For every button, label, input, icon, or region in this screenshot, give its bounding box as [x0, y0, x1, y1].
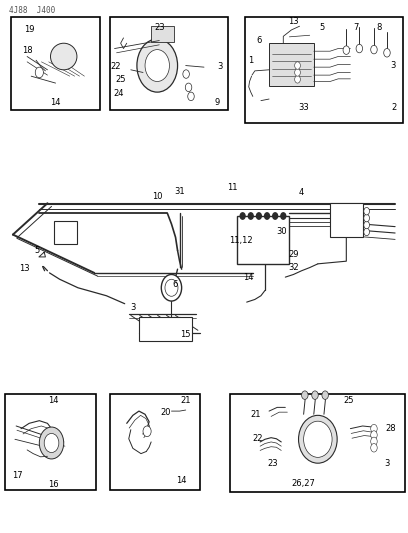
Circle shape [295, 76, 300, 83]
Text: 22: 22 [111, 62, 121, 70]
Text: 14: 14 [50, 98, 61, 107]
Text: 33: 33 [298, 102, 309, 111]
Bar [269, 43, 314, 86]
Text: 3: 3 [217, 62, 223, 70]
Bar [11, 17, 100, 110]
Bar [5, 394, 96, 490]
Ellipse shape [299, 415, 337, 463]
Circle shape [281, 213, 286, 219]
Circle shape [165, 279, 178, 296]
Circle shape [384, 49, 390, 57]
Text: 1: 1 [248, 56, 253, 64]
Circle shape [364, 207, 370, 215]
Bar [139, 317, 192, 341]
Text: 7: 7 [354, 23, 359, 32]
Circle shape [44, 433, 59, 453]
Circle shape [143, 426, 151, 437]
Text: 3: 3 [130, 303, 135, 312]
Text: 25: 25 [343, 396, 354, 405]
Text: 17: 17 [12, 471, 22, 480]
Text: 16: 16 [48, 480, 59, 489]
Circle shape [295, 62, 300, 69]
Text: 5: 5 [35, 246, 40, 255]
Text: 20: 20 [160, 408, 171, 417]
Bar [111, 394, 200, 490]
Text: 23: 23 [267, 459, 277, 467]
Text: 13: 13 [288, 18, 299, 27]
Text: 5: 5 [319, 23, 324, 32]
Circle shape [371, 443, 377, 452]
Text: 6: 6 [173, 279, 178, 288]
Text: 10: 10 [152, 192, 162, 201]
Text: 26,27: 26,27 [292, 479, 315, 488]
Text: 11,12: 11,12 [229, 237, 253, 246]
Circle shape [295, 69, 300, 76]
Circle shape [183, 70, 189, 78]
Circle shape [371, 437, 377, 446]
Circle shape [371, 45, 377, 54]
Bar [330, 203, 363, 237]
Text: 15: 15 [180, 329, 191, 338]
Text: 3: 3 [390, 61, 396, 70]
Circle shape [302, 391, 308, 399]
Circle shape [240, 213, 245, 219]
Circle shape [39, 427, 64, 459]
Text: 31: 31 [174, 187, 185, 196]
Text: 4: 4 [299, 188, 304, 197]
Text: 18: 18 [22, 46, 33, 55]
Ellipse shape [304, 421, 332, 457]
Bar [237, 216, 289, 264]
Circle shape [257, 213, 262, 219]
Text: 21: 21 [251, 410, 261, 419]
Circle shape [322, 391, 328, 399]
Text: 24: 24 [113, 88, 124, 98]
Text: 22: 22 [253, 434, 263, 443]
Bar [231, 394, 405, 492]
Text: 25: 25 [116, 75, 126, 84]
Text: 14: 14 [48, 396, 59, 405]
Text: 21: 21 [180, 396, 191, 405]
Text: 11: 11 [227, 183, 238, 192]
Text: 8: 8 [376, 23, 381, 32]
Circle shape [188, 92, 194, 101]
Circle shape [273, 213, 277, 219]
Text: 14: 14 [244, 273, 254, 281]
Text: 2: 2 [391, 102, 397, 111]
Text: 32: 32 [288, 263, 299, 272]
Circle shape [145, 50, 169, 82]
Circle shape [343, 46, 350, 54]
Text: 3: 3 [384, 459, 390, 467]
Text: 19: 19 [24, 26, 34, 35]
Ellipse shape [51, 43, 77, 70]
Circle shape [371, 424, 377, 433]
Bar [151, 26, 173, 42]
Circle shape [312, 391, 318, 399]
Bar [111, 17, 228, 110]
Bar [53, 221, 77, 244]
Text: 30: 30 [276, 228, 286, 237]
Text: 23: 23 [154, 23, 164, 32]
Circle shape [364, 221, 370, 229]
Circle shape [161, 274, 182, 301]
Circle shape [137, 39, 177, 92]
Text: 13: 13 [19, 264, 30, 272]
Circle shape [371, 431, 377, 439]
Text: 9: 9 [214, 98, 220, 107]
Circle shape [185, 83, 192, 92]
Circle shape [35, 67, 43, 78]
Bar [245, 17, 403, 123]
Text: 29: 29 [288, 251, 299, 260]
Circle shape [364, 228, 370, 236]
Text: 4J88  J400: 4J88 J400 [9, 6, 55, 15]
Circle shape [248, 213, 253, 219]
Circle shape [264, 213, 269, 219]
Text: 28: 28 [386, 424, 396, 433]
Text: 6: 6 [256, 36, 262, 45]
Text: 14: 14 [176, 476, 187, 484]
Circle shape [364, 214, 370, 222]
Circle shape [356, 44, 363, 53]
